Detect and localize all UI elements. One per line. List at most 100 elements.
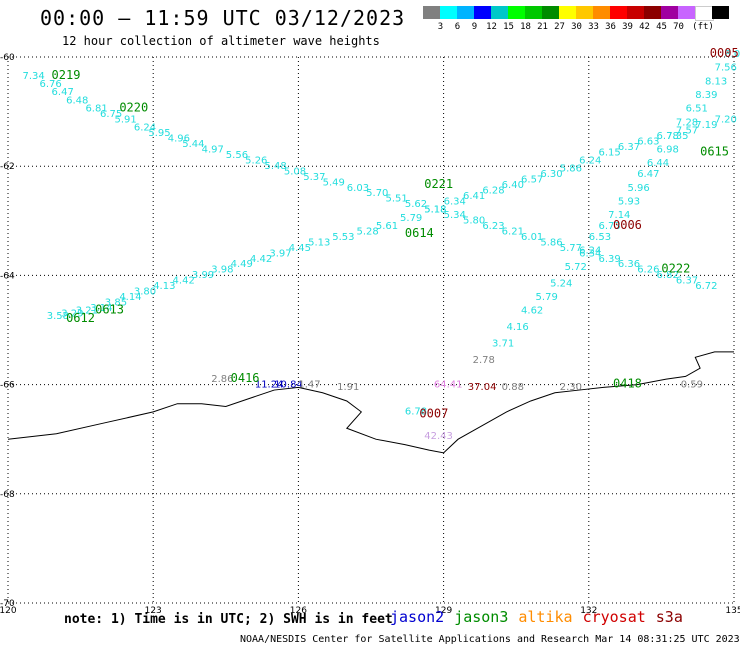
wave-height-label: 8.39 [695, 90, 717, 101]
wave-height-label: 5.70 [366, 188, 388, 199]
wave-height-label: 6.76 [39, 79, 61, 90]
wave-height-label: 5.44 [182, 139, 204, 150]
wave-height-label: 3.80 [134, 287, 156, 298]
x-tick-label: 120 [0, 606, 17, 616]
wave-height-label: 6.30 [540, 169, 562, 180]
wave-height-label: 4.42 [250, 254, 272, 265]
color-scale-swatch [576, 6, 593, 19]
wave-height-label: 3.58 [47, 311, 69, 322]
wave-height-label: 64.41 [434, 379, 463, 390]
wave-height-label: 3.14 [90, 303, 112, 314]
wave-height-label: 5.37 [303, 172, 325, 183]
color-scale-swatch [423, 6, 440, 19]
wave-height-label: 6.82 [657, 270, 679, 281]
track-time-label: 0416 [231, 371, 260, 385]
satellite-legend-item: jason2 [390, 608, 445, 626]
color-scale-swatch [678, 6, 695, 19]
wave-height-label: 3.99 [192, 270, 214, 281]
track-time-label: 0418 [613, 376, 642, 390]
wave-height-label: 1.91 [337, 382, 359, 393]
wave-height-label: 6.24 [134, 123, 156, 134]
track-time-label: 0220 [119, 101, 148, 115]
track-time-label: 0005 [710, 46, 739, 60]
color-scale-label: 3 [437, 22, 444, 32]
color-scale-swatch [712, 6, 729, 19]
satellite-legend-item: cryosat [582, 608, 646, 626]
color-scale-unit: (ft) [692, 22, 714, 32]
wave-height-label: 5.61 [376, 221, 398, 232]
color-scale-label: 6 [454, 22, 461, 32]
wave-height-label: 6.01 [521, 232, 543, 243]
y-tick-label: -60 [0, 53, 15, 63]
wave-height-label: 5.18 [424, 205, 446, 216]
wave-height-label: 4.42 [173, 276, 195, 287]
wave-height-label: 5.24 [550, 278, 572, 289]
wave-height-label: 2.78 [473, 355, 495, 366]
wave-height-label: 6.15 [598, 147, 620, 158]
wave-height-label: 6.72 [695, 281, 717, 292]
wave-height-label: 7.20 [715, 115, 737, 126]
wave-height-label: 7.19 [695, 120, 717, 131]
wave-height-label: 6.53 [589, 232, 611, 243]
wave-height-label: 6.24 [579, 155, 601, 166]
wave-height-label: 6.24 [579, 246, 601, 257]
wave-height-label: 6.37 [676, 276, 698, 287]
satellite-legend-item: jason3 [454, 608, 509, 626]
color-scale-label: 39 [622, 22, 633, 32]
wave-height-label: 6.81 [85, 104, 107, 115]
wave-height-label: 37.04 [468, 382, 497, 393]
color-scale-swatch [661, 6, 678, 19]
wave-height-label: 4.14 [119, 292, 141, 303]
wave-height-label: 2.30 [560, 382, 582, 393]
wave-height-label: 6.34 [579, 248, 601, 259]
y-tick-label: -68 [0, 490, 15, 500]
wave-height-label: 6.75 [100, 109, 122, 120]
wave-height-label: 3.29 [61, 308, 83, 319]
x-tick-label: 135 [725, 606, 740, 616]
color-scale-swatch [559, 6, 576, 19]
wave-height-label: 6.34 [444, 196, 466, 207]
wave-height-label: 3.97 [269, 248, 291, 259]
credit-line: NOAA/NESDIS Center for Satellite Applica… [240, 634, 740, 645]
track-time-label: 0613 [95, 303, 124, 317]
y-tick-label: -70 [0, 599, 15, 609]
track-time-label: 0007 [419, 406, 448, 420]
wave-height-label: 6.41 [463, 191, 485, 202]
wave-height-label: 6.26 [637, 265, 659, 276]
color-scale-label: 45 [656, 22, 667, 32]
color-scale-swatch [440, 6, 457, 19]
color-scale-label: 18 [520, 22, 531, 32]
satellite-legend-item: altika [518, 608, 573, 626]
y-tick-label: -64 [0, 271, 15, 281]
x-tick-label: 126 [290, 606, 307, 616]
wave-height-label: 8.13 [705, 76, 727, 87]
wave-height-label: 5.26 [245, 155, 267, 166]
color-scale-label: 42 [639, 22, 650, 32]
wave-height-label: 6.28 [482, 186, 504, 197]
x-tick-label: 129 [435, 606, 452, 616]
wave-height-label: 5.48 [265, 161, 287, 172]
wave-height-label: 5.62 [405, 199, 427, 210]
track-time-label: 0221 [424, 177, 453, 191]
chart-title: 00:00 – 11:59 UTC 03/12/2023 [40, 6, 406, 30]
wave-height-label: 5.86 [540, 237, 562, 248]
color-scale-label: 36 [605, 22, 616, 32]
chart-subtitle: 12 hour collection of altimeter wave hei… [62, 34, 380, 48]
color-scale-label: 9 [471, 22, 478, 32]
wave-height-label: 5.49 [323, 177, 345, 188]
wave-height-label: 6.23 [482, 221, 504, 232]
wave-height-label: 5.80 [463, 216, 485, 227]
wave-height-label: 4.49 [231, 259, 253, 270]
wave-height-label: 5.51 [386, 194, 408, 205]
wave-height-label: 6.48 [66, 95, 88, 106]
coastline [7, 351, 734, 454]
track-time-label: 0219 [52, 68, 81, 82]
color-scale-label: 30 [571, 22, 582, 32]
wave-height-label: 6.51 [686, 104, 708, 115]
wave-height-label: 5.93 [618, 196, 640, 207]
color-scale-label: 70 [673, 22, 684, 32]
color-scale-swatch [644, 6, 661, 19]
color-scale-swatch [593, 6, 610, 19]
wave-height-label: 5.79 [400, 213, 422, 224]
wave-height-label: 4.96 [168, 134, 190, 145]
